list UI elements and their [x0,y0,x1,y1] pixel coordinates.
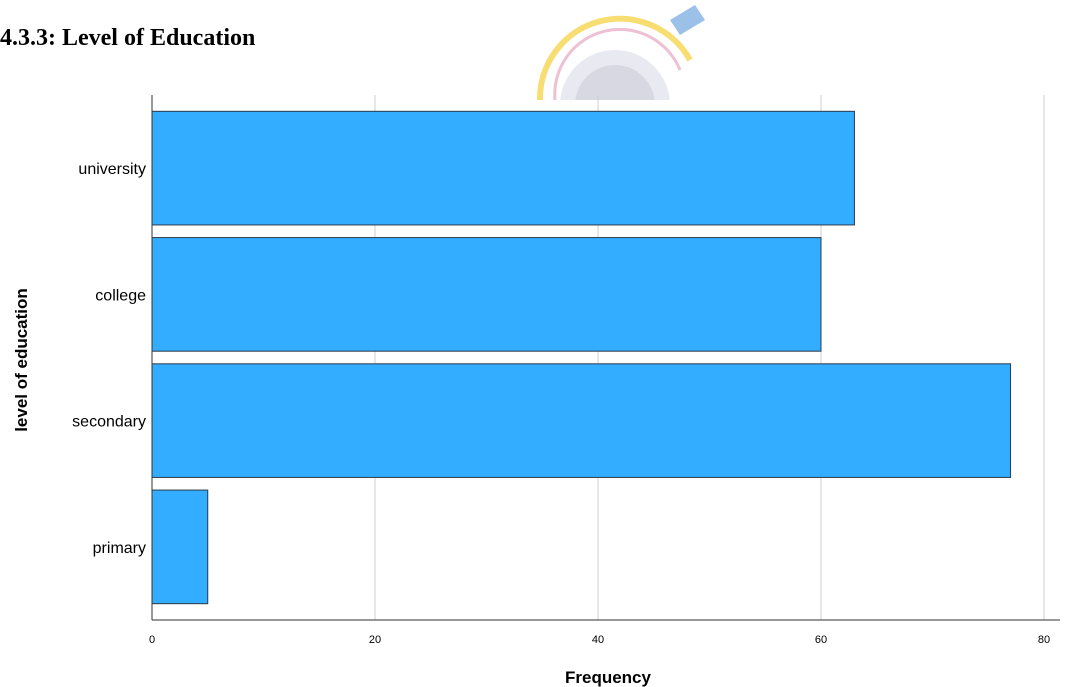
bar-university [151,110,855,226]
y-tick-label-primary: primary [93,540,146,557]
x-tick-labels: 0 20 40 60 80 [149,634,1050,646]
y-tick-label-secondary: secondary [72,414,146,431]
x-tick-label: 20 [369,634,381,646]
bar-secondary [151,363,1012,478]
bar-primary [151,489,209,605]
x-tick-label: 80 [1038,634,1050,646]
y-tick-label-college: college [95,287,146,304]
x-tick-label: 60 [815,634,827,646]
page-heading: 4.3.3: Level of Education [0,25,256,51]
bar-college [151,237,822,352]
x-tick-label: 40 [592,634,604,646]
y-tick-labels: primary secondary college university [72,161,146,557]
y-tick-label-university: university [78,161,146,178]
y-axis-title: level of education [12,288,31,432]
x-axis-title: Frequency [565,668,652,687]
bars [151,110,1012,605]
mku-seal-watermark [536,5,705,100]
x-tick-label: 0 [149,634,155,646]
